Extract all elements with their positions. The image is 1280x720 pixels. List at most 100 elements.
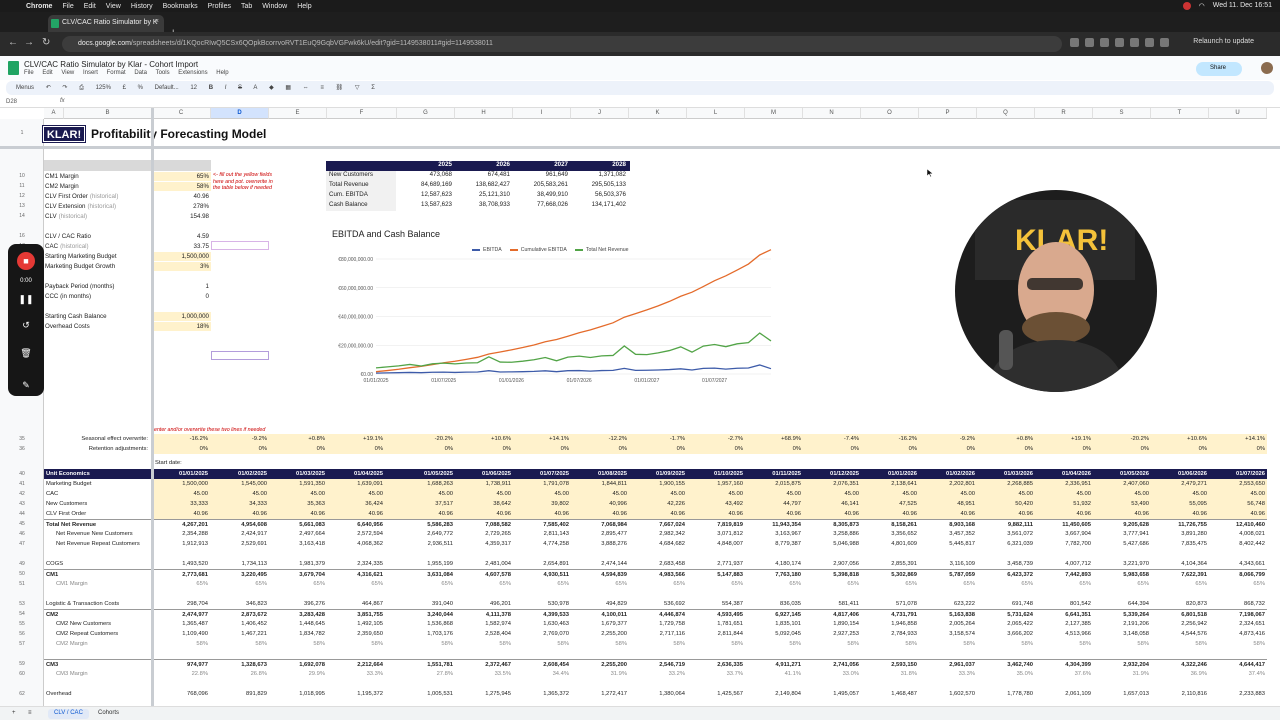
- row-number[interactable]: 51: [19, 581, 25, 587]
- metric-cell[interactable]: 45.00: [1134, 491, 1149, 497]
- metric-cell[interactable]: 391,040: [432, 601, 453, 607]
- metric-cell[interactable]: 6,641,351: [1065, 612, 1091, 618]
- metric-cell[interactable]: 3,888,276: [601, 541, 627, 547]
- metric-cell[interactable]: 836,035: [780, 601, 801, 607]
- row-number[interactable]: 42: [19, 491, 25, 497]
- dates-cell[interactable]: 01/02/2025: [237, 471, 267, 477]
- metric-cell[interactable]: 571,078: [896, 601, 917, 607]
- metric-cell[interactable]: 11,450,605: [1062, 522, 1091, 528]
- seasonal-cell[interactable]: -12.2%: [608, 436, 627, 442]
- row-number[interactable]: 46: [19, 531, 25, 537]
- retention-cell[interactable]: 0%: [1082, 446, 1091, 452]
- metric-cell[interactable]: 2,359,650: [357, 631, 383, 637]
- input-value-cell[interactable]: 154.98: [190, 213, 209, 220]
- summary-label[interactable]: Cum. EBITDA: [326, 191, 396, 201]
- row-number[interactable]: 57: [19, 641, 25, 647]
- metric-cell[interactable]: 4,594,839: [601, 572, 627, 578]
- metric-cell[interactable]: 1,692,078: [299, 662, 325, 668]
- seasonal-cell[interactable]: +0.8%: [1016, 436, 1033, 442]
- mac-menu-tab[interactable]: Tab: [240, 2, 253, 10]
- metric-cell[interactable]: 554,387: [722, 601, 743, 607]
- metric-cell[interactable]: 65%: [1137, 581, 1149, 587]
- metric-cell[interactable]: 2,873,672: [241, 612, 267, 618]
- mac-menu-help[interactable]: Help: [297, 2, 312, 10]
- metric-cell[interactable]: 8,305,873: [833, 522, 859, 528]
- retention-cell[interactable]: 0%: [560, 446, 569, 452]
- metric-cell[interactable]: 1,738,911: [485, 481, 511, 487]
- metric-cell[interactable]: 65%: [499, 581, 511, 587]
- extension-icon[interactable]: [1145, 38, 1154, 47]
- borders-icon[interactable]: ▦: [285, 85, 292, 91]
- pause-icon[interactable]: ❚❚: [18, 294, 34, 304]
- metric-cell[interactable]: 7,667,024: [659, 522, 685, 528]
- metric-cell[interactable]: 45.00: [670, 491, 685, 497]
- summary-cell[interactable]: 12,587,623: [421, 191, 452, 198]
- column-header-d[interactable]: D: [211, 108, 269, 119]
- metric-cell[interactable]: 37.6%: [1074, 671, 1091, 677]
- row-number[interactable]: 54: [19, 611, 25, 617]
- row-number[interactable]: 12: [19, 193, 25, 199]
- seasonal-cell[interactable]: +19.1%: [1071, 436, 1091, 442]
- row-number[interactable]: 60: [19, 671, 25, 677]
- metric-label[interactable]: CM3: [46, 662, 59, 668]
- row-number[interactable]: 45: [19, 521, 25, 527]
- summary-label[interactable]: New Customers: [326, 171, 396, 181]
- metric-cell[interactable]: 4,100,011: [601, 612, 627, 618]
- summary-cell[interactable]: 134,171,402: [591, 201, 626, 208]
- row-number[interactable]: 56: [19, 631, 25, 637]
- metric-cell[interactable]: 2,202,801: [949, 481, 975, 487]
- row-number[interactable]: 55: [19, 621, 25, 627]
- metric-cell[interactable]: 1,791,078: [543, 481, 569, 487]
- retention-cell[interactable]: 0%: [1024, 446, 1033, 452]
- metric-label[interactable]: CM2 New Customers: [56, 621, 112, 627]
- metric-cell[interactable]: 1,406,452: [241, 621, 267, 627]
- summary-year[interactable]: 2028: [612, 161, 626, 168]
- menu-tools[interactable]: Tools: [155, 70, 170, 76]
- metric-cell[interactable]: 1,900,155: [659, 481, 685, 487]
- metric-cell[interactable]: 3,666,202: [1007, 631, 1033, 637]
- metric-cell[interactable]: 58%: [255, 641, 267, 647]
- metric-cell[interactable]: 31.8%: [900, 671, 917, 677]
- metric-cell[interactable]: 65%: [313, 581, 325, 587]
- metric-cell[interactable]: 1,844,811: [601, 481, 627, 487]
- metric-cell[interactable]: 1,500,000: [182, 481, 208, 487]
- record-status-icon[interactable]: [1182, 2, 1191, 10]
- webcam-bubble[interactable]: KLAR!: [955, 190, 1157, 392]
- metric-label[interactable]: CM2 Repeat Customers: [56, 631, 119, 637]
- print-icon[interactable]: ⎙: [79, 85, 84, 91]
- metric-cell[interactable]: 2,811,143: [543, 531, 569, 537]
- metric-cell[interactable]: 7,442,893: [1065, 572, 1091, 578]
- metric-label[interactable]: Logistic & Transaction Costs: [46, 601, 120, 607]
- metric-cell[interactable]: 891,829: [246, 691, 267, 697]
- metric-cell[interactable]: 3,561,072: [1007, 531, 1033, 537]
- metric-cell[interactable]: 2,529,691: [241, 541, 267, 547]
- column-header-l[interactable]: L: [687, 108, 745, 119]
- metric-cell[interactable]: 45.00: [193, 491, 208, 497]
- metric-cell[interactable]: 5,092,045: [775, 631, 801, 637]
- input-value-cell[interactable]: 1,000,000: [154, 312, 211, 321]
- input-value-cell[interactable]: 33.75: [193, 243, 209, 250]
- column-header-f[interactable]: F: [327, 108, 397, 119]
- seasonal-cell[interactable]: +10.6%: [491, 436, 511, 442]
- metric-cell[interactable]: 1,602,570: [949, 691, 975, 697]
- menu-edit[interactable]: Edit: [42, 70, 53, 76]
- metric-cell[interactable]: 536,692: [664, 601, 685, 607]
- metric-cell[interactable]: 5,983,658: [1123, 572, 1149, 578]
- metric-cell[interactable]: 2,110,816: [1181, 691, 1207, 697]
- metric-cell[interactable]: 4,848,007: [717, 541, 743, 547]
- metric-cell[interactable]: 4,644,417: [1239, 662, 1265, 668]
- summary-cell[interactable]: 473,068: [429, 171, 452, 178]
- share-button[interactable]: Share: [1196, 62, 1242, 76]
- metric-cell[interactable]: 3,851,755: [357, 612, 383, 618]
- dates-cell[interactable]: 01/06/2025: [481, 471, 511, 477]
- metric-cell[interactable]: 1,536,868: [427, 621, 453, 627]
- dates-cell[interactable]: 01/06/2026: [1177, 471, 1207, 477]
- metric-cell[interactable]: 2,936,511: [427, 541, 453, 547]
- metric-cell[interactable]: 65%: [905, 581, 917, 587]
- metric-cell[interactable]: 1,018,995: [299, 691, 325, 697]
- tab-sheet[interactable]: CLV/CAC Ratio Simulator by K ×: [48, 15, 164, 32]
- metric-cell[interactable]: 6,423,372: [1007, 572, 1033, 578]
- metric-label[interactable]: Total Net Revenue: [46, 522, 97, 528]
- metric-cell[interactable]: 33.2%: [668, 671, 685, 677]
- metric-cell[interactable]: 33,333: [190, 501, 208, 507]
